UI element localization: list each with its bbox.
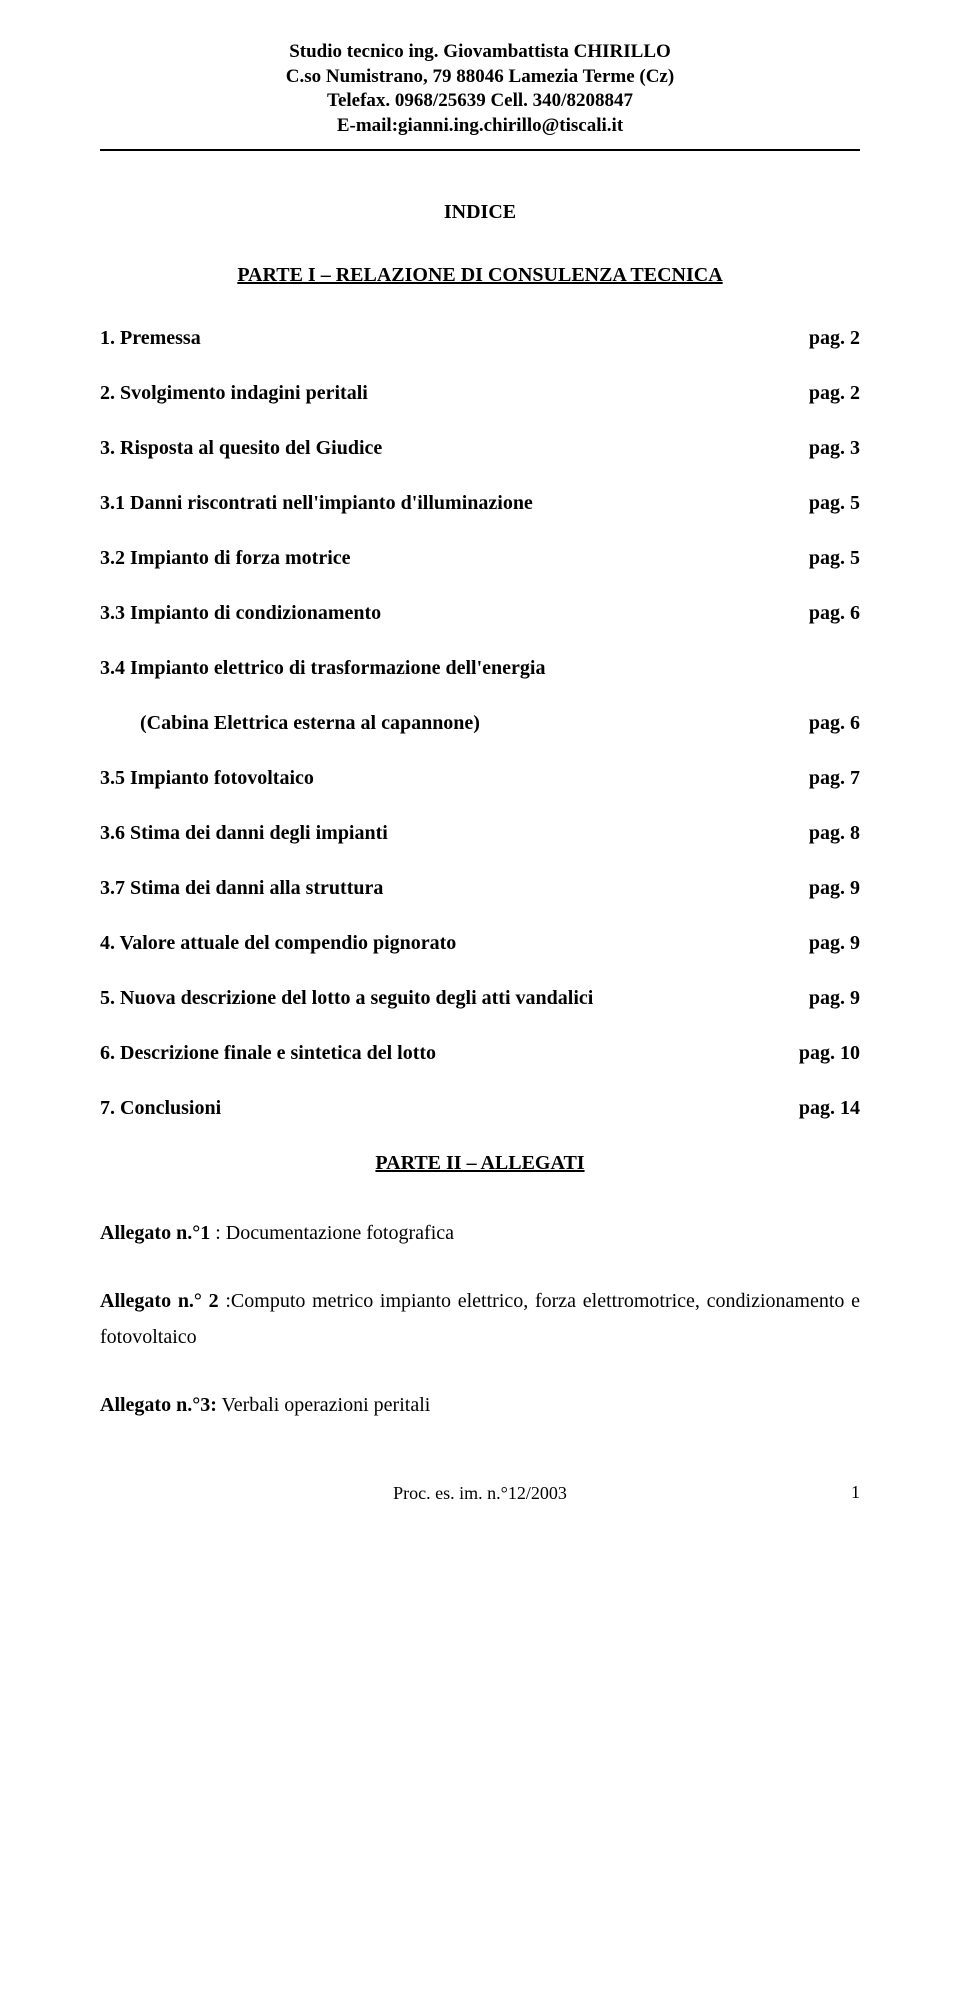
allegato-label: Allegato n.° 2 [100,1290,219,1312]
letterhead-line3: Telefax. 0968/25639 Cell. 340/8208847 [100,89,860,114]
toc-row: 5. Nuova descrizione del lotto a seguito… [100,987,860,1010]
letterhead-line4: E-mail:gianni.ing.chirillo@tiscali.it [100,114,860,139]
toc-label: 3.1 Danni riscontrati nell'impianto d'il… [100,492,533,515]
toc-row: 3.4 Impianto elettrico di trasformazione… [100,657,860,680]
parte1-title: PARTE I – RELAZIONE DI CONSULENZA TECNIC… [100,264,860,287]
toc-row: 3.6 Stima dei danni degli impianti pag. 8 [100,822,860,845]
toc-label: 1. Premessa [100,327,201,350]
toc-page: pag. 14 [779,1097,860,1120]
toc-row: 3.2 Impianto di forza motrice pag. 5 [100,547,860,570]
parte2-title: PARTE II – ALLEGATI [100,1152,860,1175]
toc-label: 4. Valore attuale del compendio pignorat… [100,932,456,955]
toc-page: pag. 6 [789,712,860,735]
letterhead: Studio tecnico ing. Giovambattista CHIRI… [100,40,860,139]
toc-row: 2. Svolgimento indagini peritali pag. 2 [100,382,860,405]
toc-label: 7. Conclusioni [100,1097,221,1120]
toc-row: 3.7 Stima dei danni alla struttura pag. 9 [100,877,860,900]
toc-page: pag. 5 [789,547,860,570]
allegato-row: Allegato n.°3: Verbali operazioni perita… [100,1387,860,1423]
letterhead-line1: Studio tecnico ing. Giovambattista CHIRI… [100,40,860,65]
allegati-container: Allegato n.°1 : Documentazione fotografi… [100,1215,860,1423]
toc-label: 3.4 Impianto elettrico di trasformazione… [100,657,545,680]
toc-row: 3.1 Danni riscontrati nell'impianto d'il… [100,492,860,515]
allegato-text: Verbali operazioni peritali [217,1394,430,1416]
toc-label: 3.7 Stima dei danni alla struttura [100,877,383,900]
toc-page: pag. 2 [789,327,860,350]
toc-page: pag. 2 [789,382,860,405]
toc-label: 3.2 Impianto di forza motrice [100,547,351,570]
toc-page: pag. 8 [789,822,860,845]
toc-row: 3. Risposta al quesito del Giudice pag. 3 [100,437,860,460]
toc-label: 3.5 Impianto fotovoltaico [100,767,314,790]
toc-row: 6. Descrizione finale e sintetica del lo… [100,1042,860,1065]
toc-page: pag. 9 [789,877,860,900]
toc-page: pag. 9 [789,987,860,1010]
toc-page: pag. 5 [789,492,860,515]
toc-label: 5. Nuova descrizione del lotto a seguito… [100,987,593,1010]
toc-row: 3.3 Impianto di condizionamento pag. 6 [100,602,860,625]
allegato-label: Allegato n.°1 [100,1222,210,1244]
toc-page: pag. 3 [789,437,860,460]
toc-row: 1. Premessa pag. 2 [100,327,860,350]
toc-container: 1. Premessapag. 22. Svolgimento indagini… [100,327,860,1120]
allegato-row: Allegato n.° 2 :Computo metrico impianto… [100,1283,860,1355]
allegato-text: : Documentazione fotografica [210,1222,454,1244]
toc-page: pag. 7 [789,767,860,790]
toc-row: 4. Valore attuale del compendio pignorat… [100,932,860,955]
toc-page: pag. 10 [779,1042,860,1065]
toc-label: 2. Svolgimento indagini peritali [100,382,368,405]
header-separator [100,149,860,151]
toc-label: 6. Descrizione finale e sintetica del lo… [100,1042,436,1065]
toc-page: pag. 9 [789,932,860,955]
toc-page: pag. 6 [789,602,860,625]
toc-label: 3.3 Impianto di condizionamento [100,602,381,625]
toc-row: (Cabina Elettrica esterna al capannone) p… [100,712,860,735]
allegato-label: Allegato n.°3: [100,1394,217,1416]
toc-row: 7. Conclusioni pag. 14 [100,1097,860,1120]
allegato-row: Allegato n.°1 : Documentazione fotografi… [100,1215,860,1251]
letterhead-line2: C.so Numistrano, 79 88046 Lamezia Terme … [100,65,860,90]
toc-row: 3.5 Impianto fotovoltaico pag. 7 [100,767,860,790]
toc-label: 3.6 Stima dei danni degli impianti [100,822,388,845]
toc-label: 3. Risposta al quesito del Giudice [100,437,382,460]
indice-title: INDICE [100,201,860,224]
toc-label: (Cabina Elettrica esterna al capannone) [100,712,480,735]
